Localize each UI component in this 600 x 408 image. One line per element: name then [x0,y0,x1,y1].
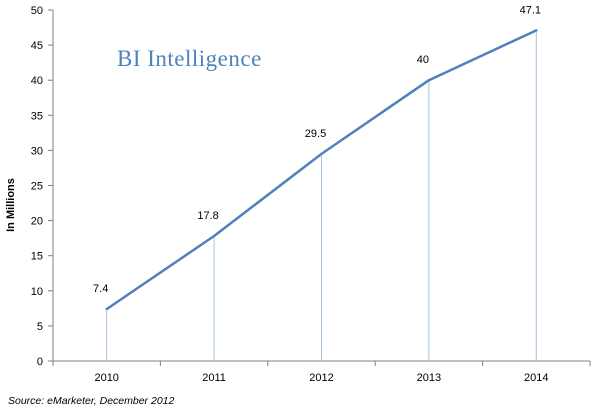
y-axis-title: In Millions [5,178,17,232]
data-label: 7.4 [93,283,108,295]
brand-logo-text: BI Intelligence [117,46,262,71]
y-tick-label: 45 [31,40,43,52]
y-tick-label: 15 [31,251,43,263]
x-tick-label: 2011 [202,372,226,384]
data-point [212,234,216,238]
data-label: 40 [417,54,429,66]
data-point [105,307,108,311]
series-line-group [105,29,538,311]
y-tick-label: 30 [31,145,43,157]
x-axis-ticks: 2010 2011 2012 2013 2014 [52,361,591,384]
data-point [427,79,431,82]
data-label: 47.1 [520,4,541,16]
y-tick-label: 0 [37,356,43,368]
x-tick-label: 2012 [309,372,333,384]
y-axis-ticks: 0 5 10 15 20 25 30 35 40 45 50 [31,5,53,368]
y-tick-label: 20 [31,216,43,228]
y-tick-label: 25 [31,181,43,193]
x-tick-label: 2010 [94,372,118,384]
data-label: 29.5 [305,128,326,140]
data-point [535,29,538,32]
y-tick-label: 40 [31,75,43,87]
y-tick-label: 10 [31,286,43,298]
y-tick-label: 35 [31,110,43,122]
y-tick-label: 50 [31,5,43,17]
drop-lines [106,30,537,361]
data-labels: 7.4 17.8 29.5 40 47.1 [93,4,541,295]
y-tick-label: 5 [37,321,43,333]
x-tick-label: 2014 [524,372,548,384]
data-point [320,152,323,156]
data-label: 17.8 [197,210,218,222]
source-note: Source: eMarketer, December 2012 [8,395,174,407]
x-tick-label: 2013 [417,372,441,384]
